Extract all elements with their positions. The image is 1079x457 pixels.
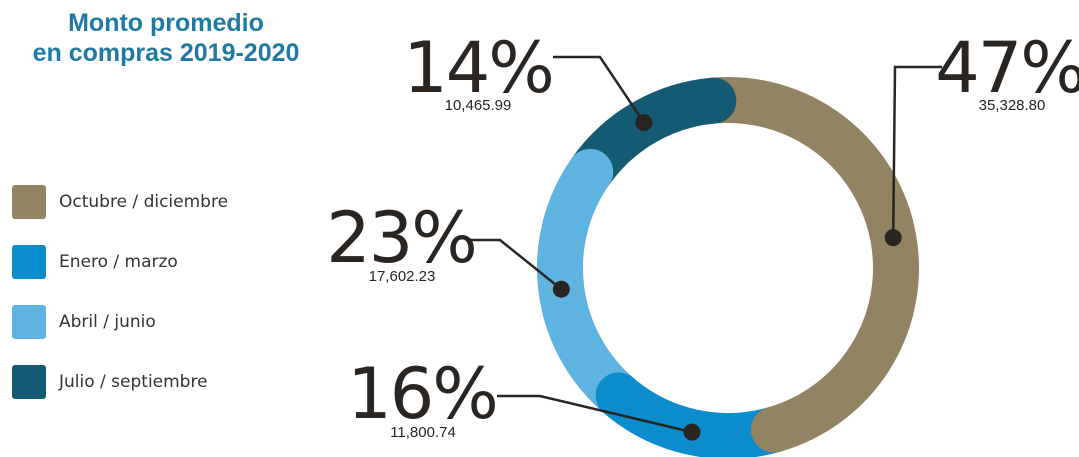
leader-line-julio-septiembre [553, 55, 645, 124]
value-label-julio-septiembre: 10,465.99 [445, 97, 512, 114]
donut-slice-cap-enero-marzo [595, 372, 642, 419]
donut-slice-octubre-diciembre [711, 77, 919, 452]
legend-label-enero-marzo: Enero / marzo [59, 252, 178, 272]
percent-label-enero-marzo: 16% [347, 353, 497, 435]
legend-label-julio-septiembre: Julio / septiembre [59, 372, 208, 392]
leader-line-octubre-diciembre [891, 65, 942, 238]
donut-slice-cap-julio-septiembre [690, 77, 737, 124]
chart-title-line-2: en compras 2019-2020 [32, 39, 300, 67]
percent-label-octubre-diciembre: 47% [935, 27, 1079, 109]
legend-swatch-octubre-diciembre [12, 185, 46, 219]
leader-dot-abril-junio [552, 280, 570, 298]
leader-dot-octubre-diciembre [884, 229, 902, 247]
value-label-abril-junio: 17,602.23 [369, 268, 436, 285]
leader-line-abril-junio [466, 238, 563, 291]
leader-dot-enero-marzo [683, 423, 701, 441]
leader-dot-julio-septiembre [635, 114, 653, 132]
donut-slice-cap-octubre-diciembre [750, 406, 797, 453]
donut-slice-cap-abril-junio [567, 148, 614, 195]
legend-swatch-abril-junio [12, 305, 46, 339]
value-label-octubre-diciembre: 35,328.80 [979, 97, 1046, 114]
legend-swatch-enero-marzo [12, 245, 46, 279]
legend-label-abril-junio: Abril / junio [59, 312, 156, 332]
chart-title-line-1: Monto promedio [68, 9, 264, 37]
leader-line-enero-marzo [497, 394, 693, 434]
value-label-enero-marzo: 11,800.74 [390, 424, 456, 441]
percent-label-julio-septiembre: 14% [403, 27, 553, 109]
chart-title: Monto promedio en compras 2019-2020 [0, 8, 332, 68]
legend-label-octubre-diciembre: Octubre / diciembre [59, 192, 229, 212]
donut-slice-abril-junio [537, 158, 634, 413]
legend-swatch-julio-septiembre [12, 365, 46, 399]
percent-label-abril-junio: 23% [326, 197, 476, 279]
